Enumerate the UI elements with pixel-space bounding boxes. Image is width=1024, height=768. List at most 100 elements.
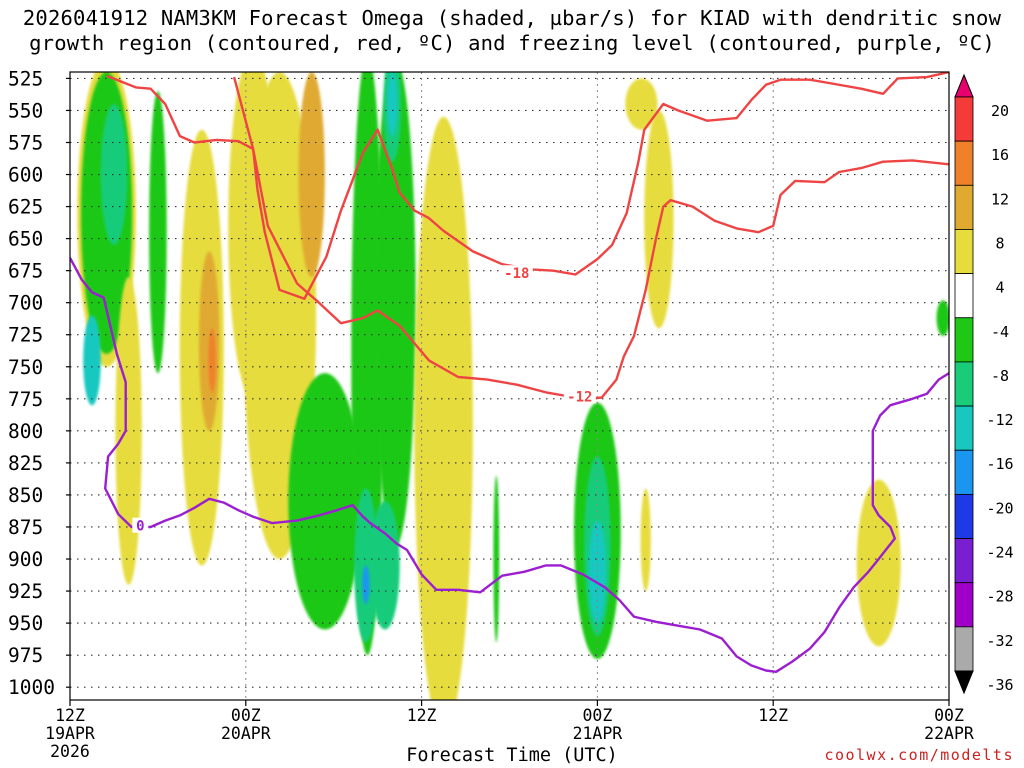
- omega-region-19: [370, 501, 400, 630]
- y-tick-label-775: 775: [8, 388, 43, 411]
- omega-region-29: [856, 479, 901, 647]
- colorbar-band-9: [954, 493, 974, 539]
- axes: 525 550 575 600 625 650 675 700 725 750 775 800 825 8…: [8, 67, 974, 761]
- colorbar-label-10: -24: [986, 544, 1013, 562]
- ground-fill: [70, 700, 949, 712]
- colorbar-band-12: [954, 626, 974, 672]
- contour-lines: -18 -12 0: [70, 72, 949, 673]
- x-tick-label-60-0: 00Z: [934, 706, 964, 725]
- x-tick-label-36-1: 21APR: [573, 724, 623, 743]
- contour-2: [232, 76, 949, 400]
- contour-label-3: 0: [136, 519, 144, 535]
- contour-label-bg-1: [500, 265, 533, 281]
- x-tick-label-12-0: 00Z: [231, 706, 261, 725]
- x-tick-label-0-1: 19APR: [45, 724, 95, 743]
- colorbar-top-arrow: [954, 73, 974, 98]
- colorbar-label-6: -8: [991, 367, 1009, 385]
- x-tick-label-48-0: 12Z: [758, 706, 788, 725]
- x-tick-label-0-2: 2026: [50, 742, 90, 761]
- omega-region-2: [100, 104, 128, 245]
- colorbar-label-8: -16: [986, 455, 1013, 473]
- y-tick-label-600: 600: [8, 164, 43, 187]
- colorbar-label-0: 20: [991, 102, 1009, 120]
- colorbar-band-4: [954, 273, 974, 319]
- omega-region-28: [640, 488, 651, 592]
- colorbar-bottom-arrow: [954, 670, 974, 695]
- y-tick-label-1000: 1000: [8, 676, 55, 699]
- x-tick-label-24-0: 12Z: [407, 706, 437, 725]
- colorbar-label-1: 16: [991, 146, 1009, 164]
- colorbar-label-12: -32: [986, 632, 1013, 650]
- y-tick-label-750: 750: [8, 356, 43, 379]
- y-tick-label-700: 700: [8, 292, 43, 315]
- colorbar: 20 16 12 8 4 -4 -8 -12 -16 -20 -24 -28 -32 -36: [954, 73, 1014, 695]
- colorbar-band-5: [954, 317, 974, 363]
- omega-region-16: [374, 72, 416, 547]
- omega-shading: [77, 72, 949, 700]
- colorbar-label-3: 8: [995, 234, 1004, 252]
- title-line-2: growth region (contoured, red, ºC) and f…: [29, 31, 995, 55]
- omega-region-3: [83, 315, 101, 406]
- colorbar-label-9: -20: [986, 499, 1013, 517]
- omega-region-27: [644, 110, 674, 329]
- omega-region-12: [298, 72, 325, 277]
- title-line-1: 2026041912 NAM3KM Forecast Omega (shaded…: [22, 6, 1002, 30]
- x-tick-label-12-1: 20APR: [221, 724, 271, 743]
- ground-terrain: [70, 700, 949, 712]
- y-tick-label-625: 625: [8, 196, 43, 219]
- colorbar-label-11: -28: [986, 588, 1013, 606]
- y-tick-label-575: 575: [8, 131, 43, 154]
- colorbar-label-2: 12: [991, 190, 1009, 208]
- credit-link[interactable]: coolwx.com/modelts: [824, 746, 1014, 764]
- plot-frame: [69, 71, 950, 701]
- colorbar-band-8: [954, 449, 974, 495]
- contour-label-bg-2: [563, 388, 596, 404]
- omega-region-21: [414, 116, 473, 700]
- grid: [70, 72, 949, 700]
- y-tick-label-825: 825: [8, 452, 43, 475]
- contour-label-2: -12: [567, 389, 592, 405]
- contour-1: [106, 72, 949, 300]
- omega-region-13: [288, 373, 362, 630]
- y-tick-label-725: 725: [8, 324, 43, 347]
- colorbar-band-7: [954, 405, 974, 451]
- x-tick-label-36-0: 00Z: [582, 706, 612, 725]
- contour-label-bg-3: [132, 517, 149, 533]
- colorbar-band-6: [954, 361, 974, 407]
- y-tick-label-900: 900: [8, 548, 43, 571]
- y-tick-label-875: 875: [8, 516, 43, 539]
- omega-region-18: [387, 72, 398, 136]
- y-tick-label-925: 925: [8, 580, 43, 603]
- colorbar-band-2: [954, 184, 974, 230]
- y-tick-label-850: 850: [8, 484, 43, 507]
- omega-region-8: [208, 328, 216, 393]
- y-tick-label-675: 675: [8, 260, 43, 283]
- colorbar-band-0: [954, 96, 974, 142]
- x-tick-label-0-0: 12Z: [55, 706, 85, 725]
- colorbar-label-4: 4: [995, 279, 1004, 297]
- omega-region-20: [362, 565, 370, 604]
- y-tick-label-550: 550: [8, 99, 43, 122]
- omega-region-4: [115, 277, 142, 585]
- x-axis-title: Forecast Time (UTC): [406, 745, 618, 766]
- colorbar-label-13: -36: [986, 676, 1013, 694]
- omega-region-30: [936, 300, 949, 336]
- y-tick-label-650: 650: [8, 228, 43, 251]
- y-tick-label-800: 800: [8, 420, 43, 443]
- omega-region-5: [149, 91, 167, 374]
- y-tick-label-525: 525: [8, 67, 43, 90]
- colorbar-label-7: -12: [986, 411, 1013, 429]
- colorbar-band-3: [954, 229, 974, 275]
- chart-title: 2026041912 NAM3KM Forecast Omega (shaded…: [0, 6, 1024, 56]
- contour-label-1: -18: [504, 266, 529, 282]
- x-tick-label-60-1: 22APR: [924, 724, 974, 743]
- omega-region-25: [493, 475, 500, 643]
- y-tick-label-975: 975: [8, 644, 43, 667]
- colorbar-label-5: -4: [991, 323, 1009, 341]
- colorbar-band-10: [954, 538, 974, 584]
- colorbar-band-1: [954, 140, 974, 186]
- omega-region-26: [625, 78, 658, 130]
- colorbar-band-11: [954, 582, 974, 628]
- y-tick-label-950: 950: [8, 612, 43, 635]
